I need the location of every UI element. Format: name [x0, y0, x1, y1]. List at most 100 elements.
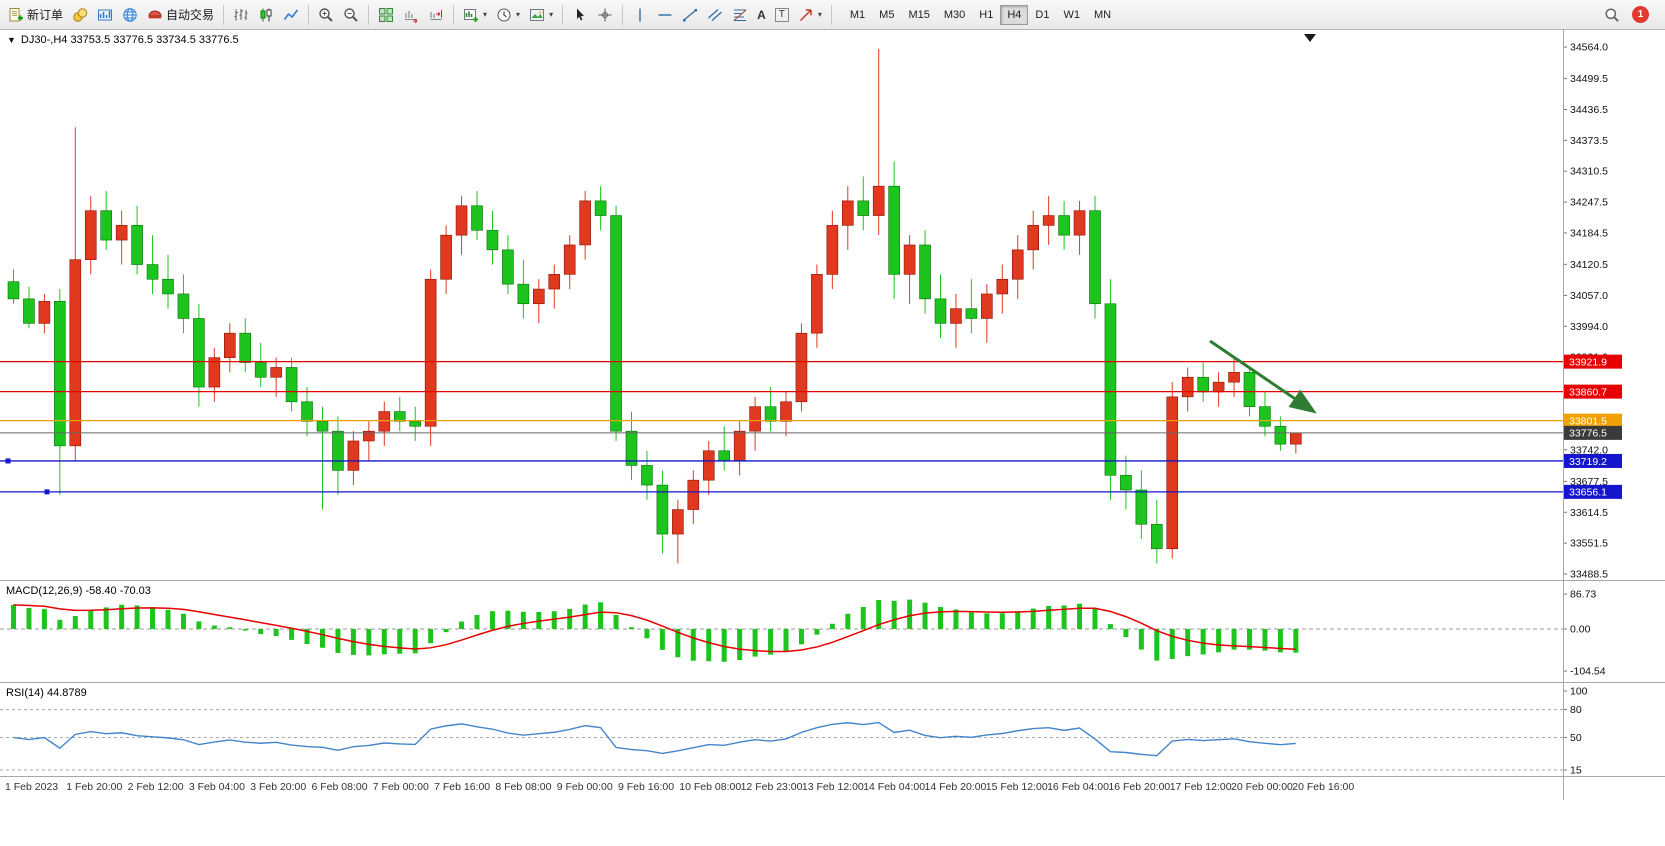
zoom-in-icon — [319, 7, 333, 22]
bar-chart-icon — [234, 8, 248, 20]
candle-body — [316, 421, 329, 432]
candle-body — [486, 229, 499, 251]
arrows-tool-button[interactable]: ▾ — [794, 3, 826, 27]
new-order-button[interactable]: 新订单 — [4, 3, 67, 27]
macd-axis-label: 0.00 — [1570, 623, 1591, 635]
candle-body — [872, 185, 885, 216]
candle-body — [270, 367, 282, 378]
equidistant-channel-button[interactable] — [703, 3, 727, 27]
timeframe-button-M5[interactable]: M5 — [872, 5, 901, 25]
candle-body — [162, 278, 174, 295]
candle-body — [1027, 225, 1039, 251]
price-axis-label: 33551.5 — [1570, 538, 1608, 550]
vertical-line-button[interactable] — [628, 3, 652, 27]
bar-chart-button[interactable] — [229, 3, 253, 27]
time-axis[interactable]: 1 Feb 2023 1 Feb 20:00 2 Feb 12:00 3 Feb 04… — [5, 781, 1354, 793]
fibonacci-button[interactable] — [728, 3, 752, 27]
macd-histogram-bar — [953, 609, 959, 629]
svg-text:33921.9: 33921.9 — [1569, 356, 1607, 368]
rsi-indicator-label: RSI(14) 44.8789 — [6, 687, 87, 699]
text-tool-button[interactable]: A — [753, 3, 770, 27]
time-axis-label: 12 Feb 23:00 — [741, 781, 803, 793]
candlestick-series[interactable] — [7, 48, 1302, 564]
market-watch-icon — [73, 7, 88, 22]
macd-histogram-bar — [567, 608, 573, 629]
macd-panel[interactable]: 86.73 0.00 -104.54 — [0, 589, 1606, 678]
macd-histogram-bar — [41, 609, 47, 629]
candle-body — [517, 283, 530, 305]
candle-body — [826, 225, 839, 275]
time-axis-label: 9 Feb 16:00 — [618, 781, 674, 793]
candle-body — [1274, 425, 1287, 445]
timeframe-button-M15[interactable]: M15 — [901, 5, 936, 25]
timeframe-button-H4[interactable]: H4 — [1000, 4, 1029, 25]
toolbar-separator — [622, 4, 624, 25]
macd-histogram-bar — [876, 600, 882, 629]
macd-histogram-bar — [968, 612, 974, 629]
cursor-button[interactable] — [568, 3, 592, 27]
macd-histogram-bar — [26, 607, 32, 629]
label-tool-icon: T — [774, 7, 789, 22]
arrow-tool-icon — [799, 8, 812, 21]
search-button[interactable] — [1600, 3, 1624, 27]
line-anchor-handle[interactable] — [5, 458, 11, 464]
candle-body — [625, 430, 638, 466]
notifications-badge[interactable]: 1 — [1632, 6, 1649, 23]
timeframe-button-M30[interactable]: M30 — [937, 5, 972, 25]
zoom-in-button[interactable] — [314, 3, 338, 27]
algo-trading-button[interactable]: 自动交易 — [143, 3, 218, 27]
toolbar-right-group: 1 — [1600, 3, 1661, 27]
horizontal-line-button[interactable] — [653, 3, 677, 27]
toolbox-button[interactable] — [93, 3, 117, 27]
macd-histogram-bar — [134, 605, 140, 629]
line-anchor-handle[interactable] — [44, 489, 50, 495]
auto-scroll-button[interactable] — [399, 3, 423, 27]
templates-button[interactable]: ▾ — [525, 3, 557, 27]
one-click-trading-toggle[interactable]: ▼ — [7, 35, 16, 45]
candle-body — [841, 200, 854, 226]
time-axis-label: 10 Feb 08:00 — [679, 781, 741, 793]
macd-histogram-bar — [829, 623, 835, 629]
zoom-out-button[interactable] — [339, 3, 363, 27]
time-axis-label: 14 Feb 20:00 — [925, 781, 987, 793]
price-axis[interactable]: 34564.0 34499.5 34436.5 34373.5 34310.5 34247… — [1563, 42, 1622, 581]
mql5-community-button[interactable] — [118, 3, 142, 27]
chart-ohlc-title: ▼ DJ30-,H4 33753.5 33776.5 33734.5 33776.… — [7, 34, 239, 46]
time-axis-label: 20 Feb 16:00 — [1292, 781, 1354, 793]
rsi-panel[interactable]: 100 80 50 15 — [0, 686, 1588, 777]
tile-windows-button[interactable] — [374, 3, 398, 27]
timeframe-button-D1[interactable]: D1 — [1028, 5, 1056, 25]
chart-shift-button[interactable] — [424, 3, 448, 27]
timeframe-button-W1[interactable]: W1 — [1056, 5, 1087, 25]
macd-histogram-bar — [227, 627, 233, 629]
new-chart-button[interactable]: ▾ — [459, 3, 491, 27]
timeframe-button-MN[interactable]: MN — [1087, 5, 1118, 25]
trend-line-button[interactable] — [678, 3, 702, 27]
trend-arrow-annotation[interactable] — [1209, 339, 1317, 414]
timeframe-group: M1 M5 M15 M30 H1 H4 D1 W1 MN — [843, 4, 1118, 25]
price-axis-label: 34184.5 — [1570, 227, 1608, 239]
market-watch-button[interactable] — [68, 3, 92, 27]
line-chart-button[interactable] — [279, 3, 303, 27]
candle-body — [54, 301, 66, 447]
candle-body — [563, 244, 576, 275]
candle-body — [733, 430, 746, 461]
label-tool-button[interactable]: T — [771, 3, 793, 27]
timeframe-button-M1[interactable]: M1 — [843, 5, 872, 25]
candle-body — [440, 234, 452, 280]
candle-body — [656, 484, 669, 535]
macd-histogram-bar — [1154, 628, 1160, 661]
chart-marker-triangle[interactable] — [1304, 34, 1316, 42]
periods-button[interactable]: ▾ — [492, 3, 524, 27]
macd-histogram-bar — [211, 625, 217, 629]
candlestick-chart-button[interactable] — [254, 3, 278, 27]
timeframe-button-H1[interactable]: H1 — [972, 5, 1000, 25]
candle-body — [1058, 215, 1070, 236]
macd-histogram-bar — [999, 613, 1005, 629]
new-order-icon — [9, 7, 23, 21]
candle-body — [702, 450, 715, 481]
candle-body — [1089, 210, 1101, 305]
crosshair-button[interactable] — [593, 3, 617, 27]
mql5-globe-icon — [123, 7, 137, 22]
